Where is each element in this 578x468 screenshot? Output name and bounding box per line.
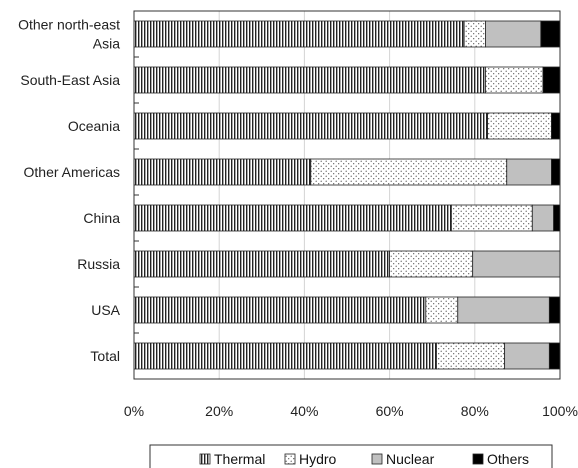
bar-segment-thermal bbox=[133, 342, 437, 370]
bar-segment-hydro bbox=[463, 20, 486, 48]
x-tick-label: 20% bbox=[205, 403, 233, 419]
bar-segment-hydro bbox=[485, 66, 544, 94]
bar-segment-hydro bbox=[310, 158, 508, 186]
y-axis-ticks bbox=[134, 10, 139, 380]
bar-segment-thermal bbox=[133, 20, 465, 48]
bar-segment-others bbox=[542, 66, 561, 94]
bar-segment-nuclear bbox=[472, 250, 561, 278]
bar-segment-others bbox=[540, 20, 561, 48]
x-tick-label: 40% bbox=[290, 403, 318, 419]
bar-segment-thermal bbox=[133, 250, 391, 278]
bar-segment-hydro bbox=[450, 204, 533, 232]
bar-segment-others bbox=[551, 158, 561, 186]
bar-segment-others bbox=[548, 342, 561, 370]
x-axis-tick-labels: 0% 20% 40% 60% 80% 100% bbox=[124, 403, 578, 419]
category-label: Russia bbox=[77, 256, 120, 272]
category-label: Other north-east Asia bbox=[18, 17, 120, 52]
legend-label-nuclear: Nuclear bbox=[386, 451, 435, 467]
legend: Thermal Hydro Nuclear Others bbox=[149, 444, 553, 468]
category-label: China bbox=[83, 210, 120, 226]
bar-segment-nuclear bbox=[457, 296, 550, 324]
legend-label-thermal: Thermal bbox=[214, 451, 265, 467]
bar-segment-others bbox=[553, 204, 561, 232]
bar-segment-nuclear bbox=[504, 342, 550, 370]
bar-segment-thermal bbox=[133, 296, 427, 324]
bar-segment-hydro bbox=[487, 112, 552, 140]
category-label: South-East Asia bbox=[20, 72, 120, 88]
legend-swatch-hydro bbox=[284, 453, 296, 465]
bar-segment-thermal bbox=[133, 112, 488, 140]
plot-frame bbox=[133, 10, 561, 380]
bar-segment-others bbox=[548, 296, 561, 324]
category-label: Other Americas bbox=[24, 164, 120, 180]
legend-swatch-nuclear bbox=[371, 453, 383, 465]
bar-segment-thermal bbox=[133, 66, 486, 94]
category-label: Total bbox=[90, 348, 120, 364]
bar-segment-hydro bbox=[425, 296, 459, 324]
x-tick-label: 80% bbox=[461, 403, 489, 419]
bar-segment-thermal bbox=[133, 204, 452, 232]
category-labels: Other north-east Asia South-East Asia Ocean… bbox=[18, 17, 121, 365]
bar-segment-others bbox=[551, 112, 561, 140]
x-tick-label: 60% bbox=[376, 403, 404, 419]
x-tick-label: 0% bbox=[124, 403, 144, 419]
category-label: USA bbox=[91, 302, 120, 318]
legend-box bbox=[149, 444, 553, 468]
bar-segment-thermal bbox=[133, 158, 312, 186]
bar-segment-nuclear bbox=[531, 204, 555, 232]
grid-lines bbox=[218, 11, 476, 379]
legend-label-others: Others bbox=[487, 451, 529, 467]
x-tick-label: 100% bbox=[542, 403, 578, 419]
bar-segment-nuclear bbox=[506, 158, 552, 186]
legend-swatch-thermal bbox=[199, 453, 211, 465]
legend-label-hydro: Hydro bbox=[299, 451, 337, 467]
legend-swatch-others bbox=[472, 453, 484, 465]
bar-segment-nuclear bbox=[485, 20, 542, 48]
bar-segment-hydro bbox=[436, 342, 506, 370]
bars bbox=[133, 20, 561, 370]
bar-segment-hydro bbox=[389, 250, 474, 278]
category-label: Oceania bbox=[68, 118, 120, 134]
